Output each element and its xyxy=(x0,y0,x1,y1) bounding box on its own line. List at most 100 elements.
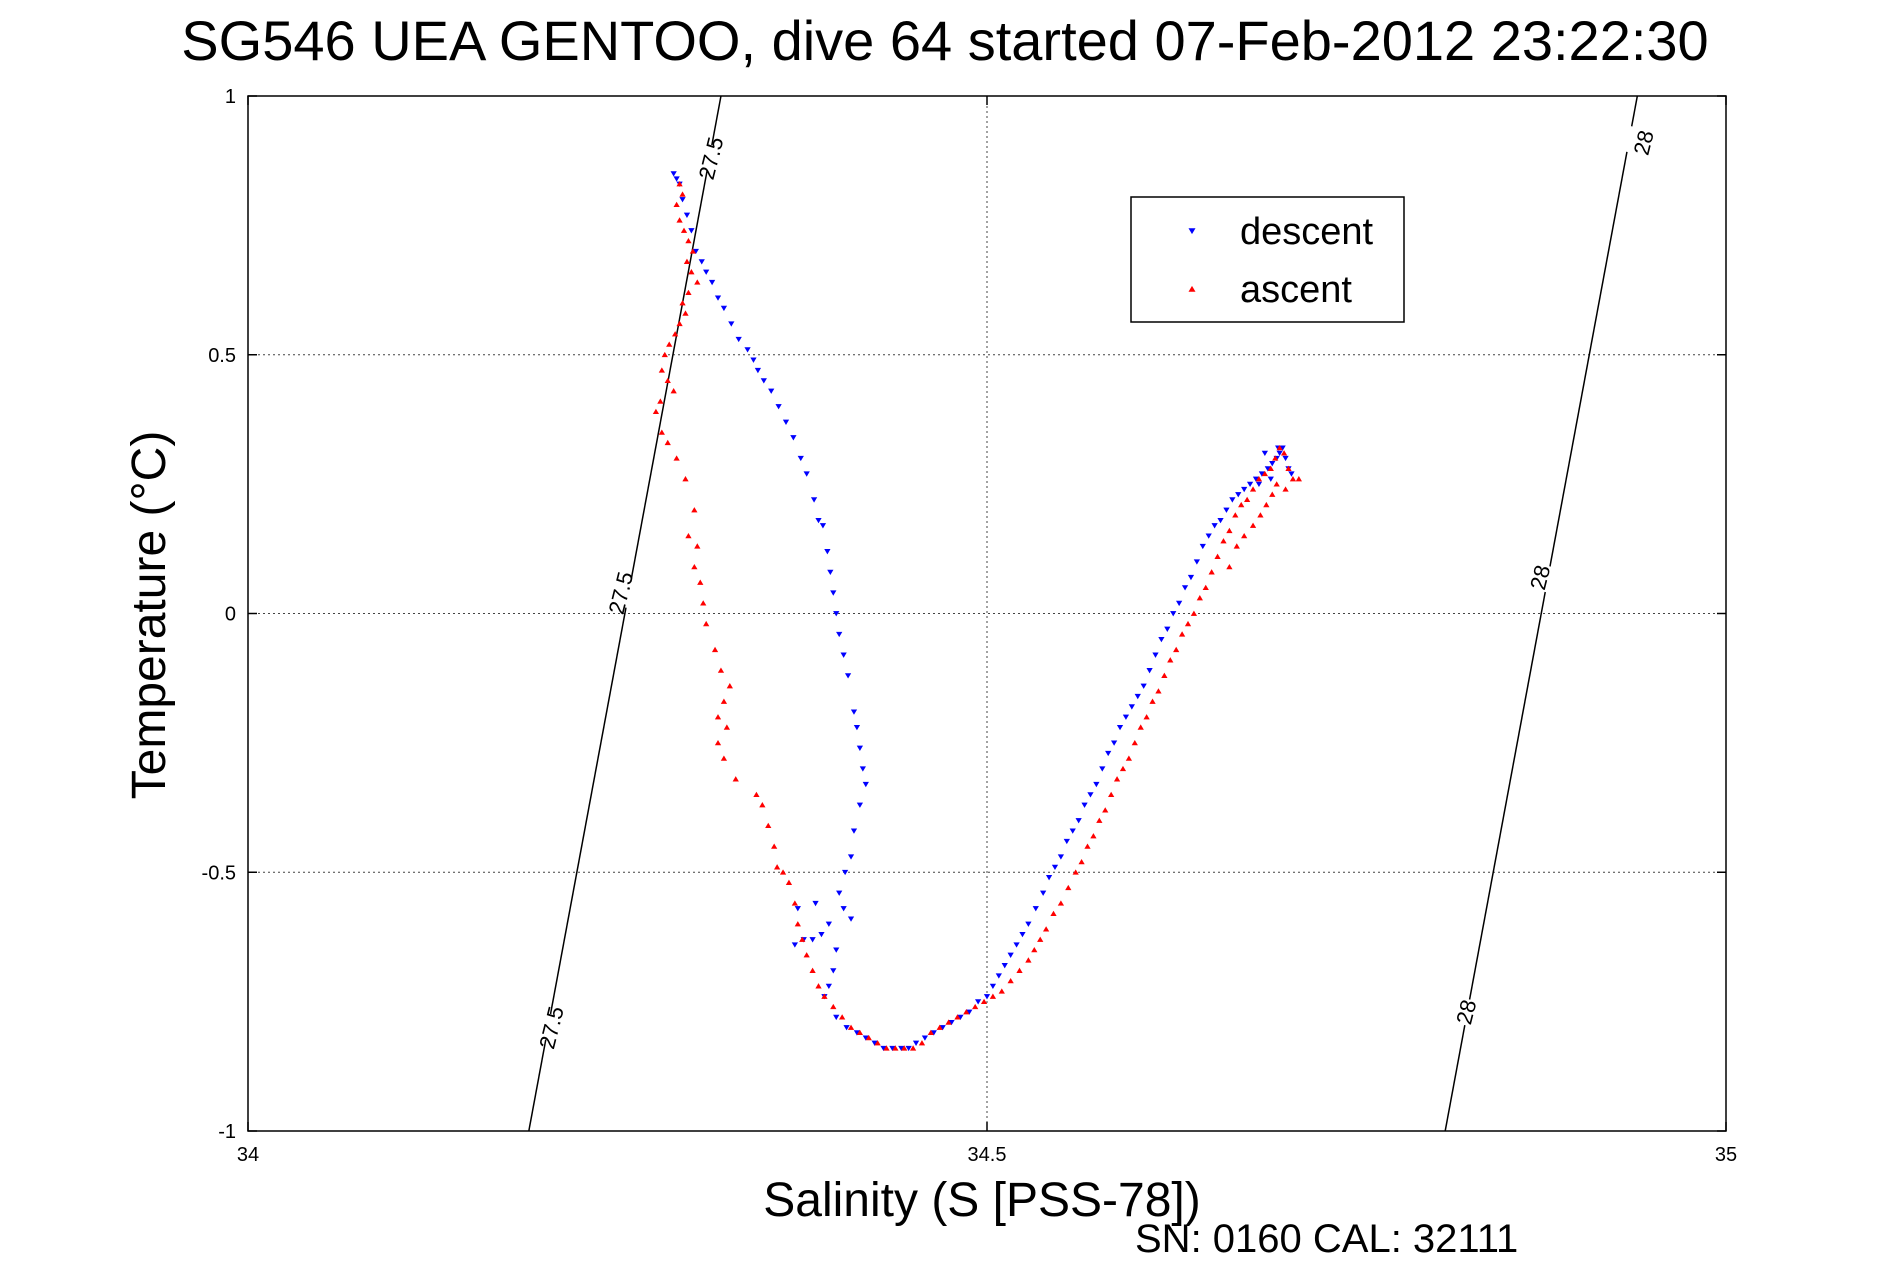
ascent-point xyxy=(689,248,697,254)
ascent-point xyxy=(1025,957,1032,963)
ascent-point xyxy=(945,1019,952,1025)
ascent-point xyxy=(1102,807,1109,813)
ascent-point xyxy=(1261,470,1268,477)
descent-point xyxy=(1276,450,1283,457)
descent-point xyxy=(1019,931,1026,938)
descent-point xyxy=(830,968,837,974)
density-contour-28 xyxy=(1444,95,1639,1132)
ascent-point xyxy=(785,879,793,885)
ascent-point xyxy=(980,998,988,1005)
contour-label-background xyxy=(678,138,743,178)
descent-point xyxy=(853,724,861,731)
ascent-point xyxy=(1184,620,1192,627)
descent-point xyxy=(1211,523,1218,529)
contour-label-background xyxy=(1507,557,1573,598)
descent-point xyxy=(1241,486,1248,493)
ascent-point xyxy=(865,1034,872,1041)
descent-point xyxy=(1164,626,1171,632)
ascent-point xyxy=(700,600,707,606)
descent-point xyxy=(1134,693,1141,700)
ascent-point xyxy=(799,936,806,942)
descent-point xyxy=(1025,921,1032,927)
descent-point xyxy=(921,1035,929,1041)
ascent-point xyxy=(1057,900,1065,906)
series-ascent xyxy=(652,181,1302,1051)
descent-point xyxy=(750,357,757,363)
ascent-point xyxy=(874,1040,881,1046)
descent-point xyxy=(735,336,742,343)
ascent-point xyxy=(1220,538,1227,544)
ascent-point xyxy=(685,289,692,296)
descent-point xyxy=(679,197,686,203)
descent-point xyxy=(1181,585,1189,591)
ascent-point xyxy=(1280,450,1288,456)
descent-point xyxy=(844,673,852,679)
descent-point xyxy=(1087,792,1094,798)
y-tick-label: 1 xyxy=(225,86,236,108)
descent-point xyxy=(833,611,840,617)
descent-point xyxy=(790,435,797,441)
legend-marker-ascent xyxy=(1188,285,1196,292)
ascent-point xyxy=(779,869,787,875)
ascent-point xyxy=(1232,512,1239,518)
descent-point xyxy=(1013,942,1020,948)
ascent-point xyxy=(1272,455,1279,461)
ascent-point xyxy=(989,993,997,999)
descent-point xyxy=(688,228,695,234)
ascent-point xyxy=(809,967,816,973)
ascent-point xyxy=(1084,843,1091,849)
ascent-point xyxy=(1282,486,1289,492)
ascent-point xyxy=(720,698,728,704)
density-contours: 27.5 27.5 27.5 28 28 28 xyxy=(518,95,1676,1132)
ascent-point xyxy=(773,864,781,870)
ascent-point xyxy=(1269,491,1276,497)
y-tick-label: -0.5 xyxy=(202,862,236,884)
legend: descent ascent xyxy=(1130,196,1405,323)
ascent-point xyxy=(1196,595,1203,601)
descent-point xyxy=(975,999,982,1005)
descent-point xyxy=(791,942,798,948)
x-axis-label: Salinity (S [PSS-78]) xyxy=(763,1174,1200,1227)
descent-point xyxy=(1057,854,1065,860)
ascent-point xyxy=(1072,869,1079,875)
ascent-point xyxy=(697,579,704,585)
ascent-point xyxy=(1208,569,1215,575)
descent-point xyxy=(1146,668,1153,674)
ascent-point xyxy=(676,320,683,327)
descent-point xyxy=(1075,818,1082,824)
ascent-point xyxy=(847,1024,855,1030)
descent-point xyxy=(1040,890,1047,896)
ascent-point xyxy=(703,620,710,627)
descent-point xyxy=(728,321,735,327)
ascent-point xyxy=(676,181,683,187)
descent-point xyxy=(1269,461,1276,467)
ascent-point xyxy=(1031,946,1038,953)
ascent-point xyxy=(1233,543,1240,549)
ascent-point xyxy=(691,507,698,513)
ascent-point xyxy=(679,191,686,197)
contour-label-background xyxy=(518,1007,584,1048)
contour-label-background xyxy=(1610,122,1676,163)
ascent-point xyxy=(883,1045,890,1051)
descent-point xyxy=(797,455,804,462)
x-tick-label: 34.5 xyxy=(968,1144,1007,1166)
descent-point xyxy=(1152,652,1159,658)
ascent-point xyxy=(683,258,691,264)
legend-marker-descent xyxy=(1188,228,1196,235)
descent-point xyxy=(905,1045,912,1052)
ascent-point xyxy=(723,724,730,730)
descent-point xyxy=(1170,611,1177,617)
ascent-point xyxy=(1226,563,1233,570)
ascent-point xyxy=(1273,481,1280,487)
ascent-point xyxy=(1289,476,1297,482)
legend-box xyxy=(1130,196,1405,323)
data-series xyxy=(652,171,1302,1052)
ascent-point xyxy=(661,351,668,358)
ascent-point xyxy=(1244,496,1251,503)
descent-point xyxy=(1105,750,1112,757)
descent-point xyxy=(1001,963,1008,969)
ascent-point xyxy=(673,455,680,461)
ascent-point xyxy=(658,367,665,373)
contour-label: 28 xyxy=(1451,997,1481,1027)
ascent-point xyxy=(1167,657,1174,663)
